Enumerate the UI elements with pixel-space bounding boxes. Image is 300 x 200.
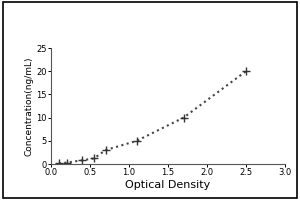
X-axis label: Optical Density: Optical Density — [125, 180, 211, 190]
Y-axis label: Concentration(ng/mL): Concentration(ng/mL) — [25, 56, 34, 156]
